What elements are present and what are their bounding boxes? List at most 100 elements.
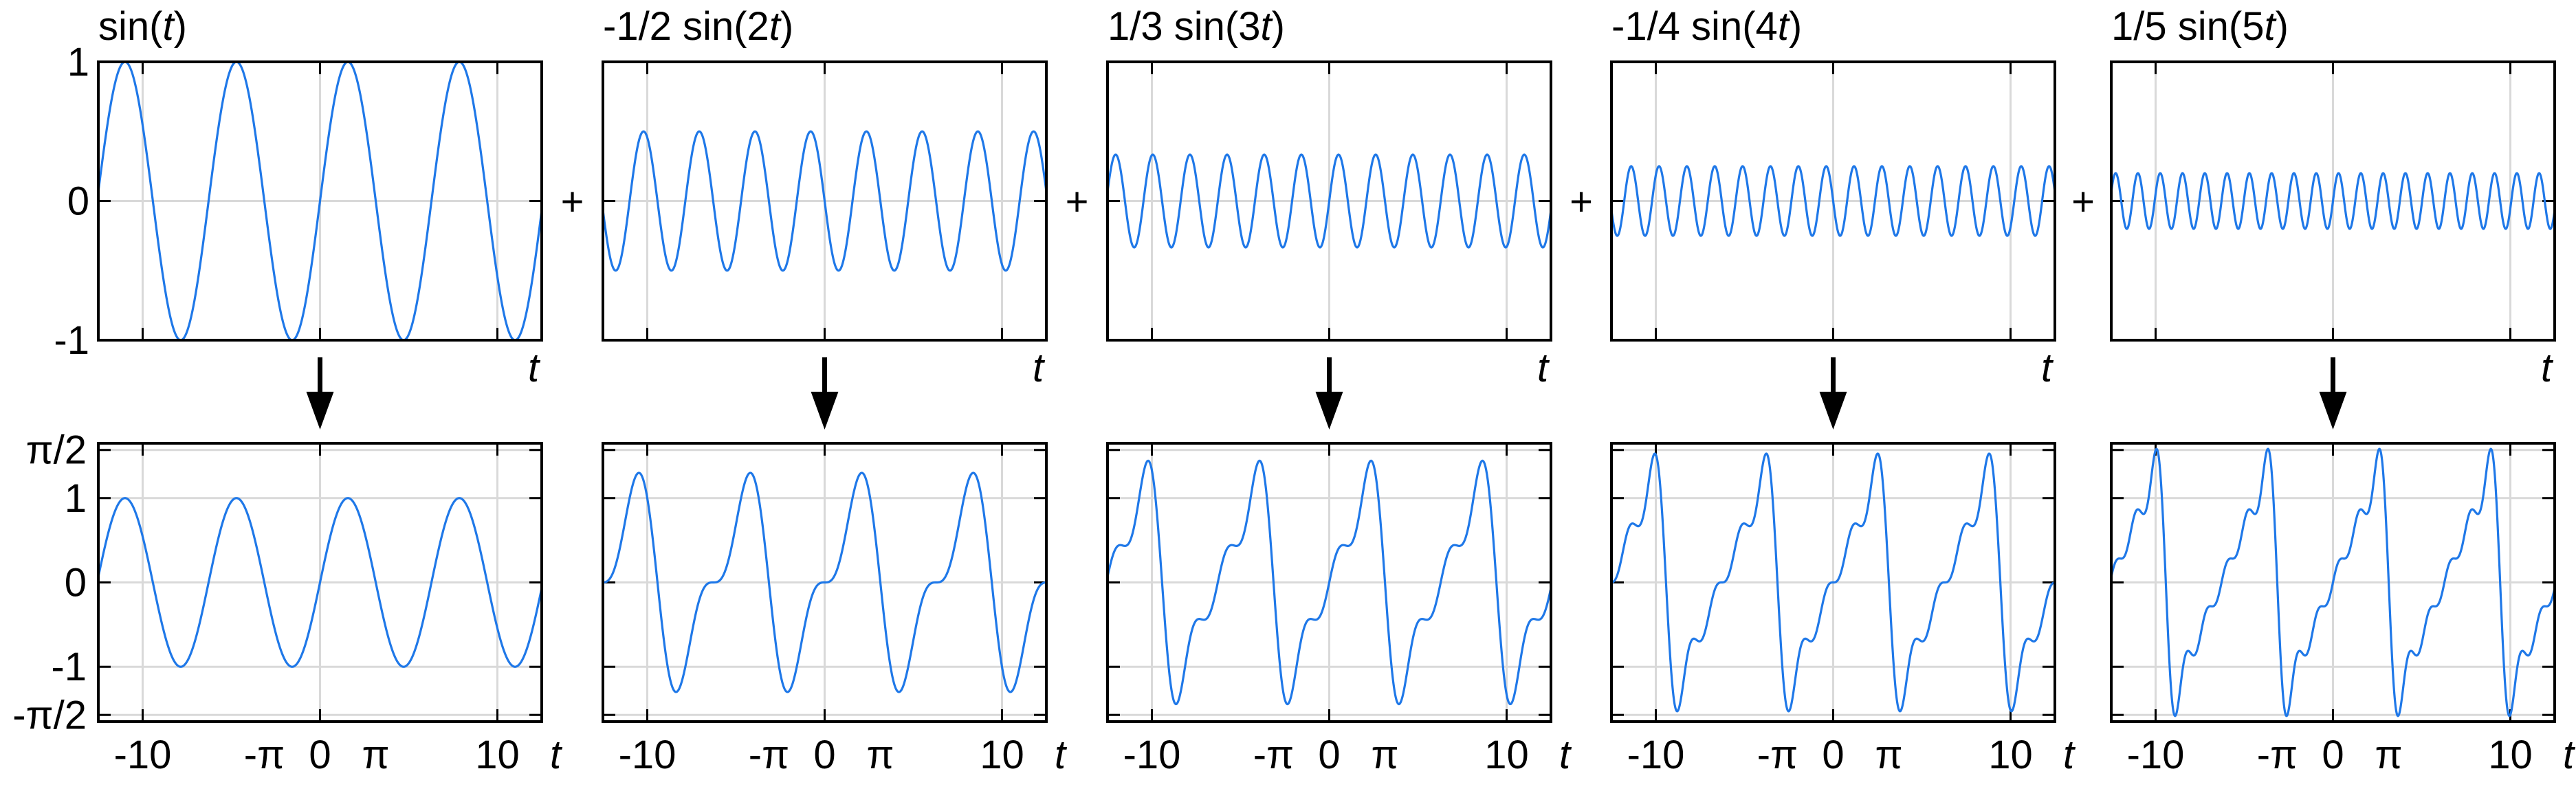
top-panel-3-border — [1106, 60, 1552, 342]
top-y-tick-label: 1 — [67, 40, 89, 85]
top-y-tick-label: 0 — [67, 179, 89, 224]
x-tick-label: -π — [1757, 733, 1798, 777]
top-y-tick-label: -1 — [54, 318, 89, 363]
arrow-head — [1819, 392, 1847, 430]
bottom-y-tick-label: -1 — [51, 645, 87, 689]
top-panel-4-xlabel: t — [2041, 346, 2054, 390]
x-tick-label: 0 — [309, 733, 331, 777]
top-panel-4-title: -1/4 sin(4t) — [1611, 4, 1802, 49]
down-arrow-icon — [2319, 357, 2347, 430]
x-tick-label: 0 — [2322, 733, 2344, 777]
top-panel-2-curve — [602, 130, 1048, 272]
down-arrow-icon — [1819, 357, 1847, 430]
bottom-panel-3-border — [1106, 442, 1552, 723]
x-tick-label: 10 — [1988, 733, 2033, 777]
down-arrow-icon — [1315, 357, 1343, 430]
top-panel-1-border — [97, 60, 543, 342]
x-tick-label: 0 — [1822, 733, 1844, 777]
title-var: t — [162, 4, 175, 49]
bottom-panel-4-xlabel: t — [2063, 733, 2076, 777]
title-var: t — [769, 4, 782, 49]
x-tick-label: -10 — [2127, 733, 2185, 777]
x-tick-label: 10 — [1484, 733, 1529, 777]
top-panel-3-xlabel: t — [1537, 346, 1550, 390]
top-panel-5-title: 1/5 sin(5t) — [2111, 4, 2289, 49]
top-panel-2-xlabel: t — [1033, 346, 1046, 390]
title-close: ) — [2276, 4, 2289, 49]
bottom-panel-1-xlabel: t — [550, 733, 563, 777]
bottom-y-tick-label: 0 — [65, 561, 87, 605]
x-tick-label: π — [867, 733, 894, 777]
x-tick-label: -10 — [619, 733, 676, 777]
bottom-panel-5-curve — [2110, 447, 2556, 717]
arrow-head — [306, 392, 334, 430]
top-panel-5-border — [2110, 60, 2556, 342]
x-tick-label: 10 — [2488, 733, 2533, 777]
title-close: ) — [780, 4, 793, 49]
bottom-panel-3-curve — [1106, 459, 1552, 706]
x-tick-label: π — [362, 733, 390, 777]
top-panel-1-xlabel: t — [528, 346, 541, 390]
plus-operator: + — [1570, 179, 1593, 224]
arrow-head — [2319, 392, 2347, 430]
bottom-panel-4-border — [1610, 442, 2056, 723]
bottom-panel-5-xlabel: t — [2563, 733, 2576, 777]
x-tick-label: -π — [1253, 733, 1294, 777]
bottom-y-tick-label: -π/2 — [12, 693, 87, 737]
arrow-head — [1315, 392, 1343, 430]
x-tick-label: 10 — [980, 733, 1024, 777]
top-panel-2-title: -1/2 sin(2t) — [603, 4, 793, 49]
bottom-panel-1-frame — [98, 443, 542, 722]
top-panel-4-border — [1610, 60, 2056, 342]
down-arrow-icon — [306, 357, 334, 430]
top-panel-2-border — [602, 60, 1048, 342]
bottom-panel-2-border — [602, 442, 1048, 723]
x-tick-label: 0 — [1318, 733, 1340, 777]
top-panel-1-curve — [97, 60, 543, 342]
x-tick-label: π — [1875, 733, 1903, 777]
bottom-panel-2-xlabel: t — [1055, 733, 1068, 777]
title-close: ) — [174, 4, 187, 49]
title-coef: 1/3 sin(3 — [1108, 4, 1260, 49]
bottom-panel-1-border — [97, 442, 543, 723]
x-tick-label: -10 — [114, 733, 172, 777]
top-panel-5-curve — [2110, 172, 2556, 230]
bottom-panel-3-xlabel: t — [1559, 733, 1572, 777]
x-tick-label: π — [2375, 733, 2403, 777]
x-tick-label: 10 — [475, 733, 520, 777]
x-tick-label: 0 — [813, 733, 835, 777]
title-coef: sin( — [98, 4, 162, 49]
title-close: ) — [1789, 4, 1802, 49]
x-tick-label: -π — [244, 733, 285, 777]
top-panel-5-xlabel: t — [2541, 346, 2554, 390]
bottom-y-tick-label: 1 — [65, 476, 87, 521]
title-close: ) — [1272, 4, 1285, 49]
down-arrow-icon — [811, 357, 839, 430]
x-tick-label: -10 — [1123, 733, 1181, 777]
title-coef: -1/2 sin(2 — [603, 4, 769, 49]
arrow-head — [811, 392, 839, 430]
title-coef: 1/5 sin(5 — [2111, 4, 2264, 49]
x-tick-label: -π — [2257, 733, 2298, 777]
x-tick-label: -10 — [1627, 733, 1685, 777]
top-panel-3-title: 1/3 sin(3t) — [1108, 4, 1285, 49]
x-tick-label: π — [1372, 733, 1399, 777]
title-var: t — [2264, 4, 2277, 49]
bottom-panel-3-frame — [1108, 443, 1551, 722]
bottom-panel-5-border — [2110, 442, 2556, 723]
plus-operator: + — [1066, 179, 1089, 224]
plus-operator: + — [561, 179, 584, 224]
plus-operator: + — [2071, 179, 2095, 224]
title-var: t — [1260, 4, 1273, 49]
bottom-panel-4-curve — [1611, 452, 2056, 713]
bottom-y-tick-label: π/2 — [26, 428, 87, 473]
title-var: t — [1778, 4, 1791, 49]
top-panel-3-curve — [1106, 153, 1552, 249]
bottom-panel-1-curve — [97, 497, 543, 668]
top-panel-4-curve — [1610, 165, 2056, 237]
top-panel-1-title: sin(t) — [98, 4, 187, 49]
bottom-panel-2-curve — [602, 471, 1047, 693]
x-tick-label: -π — [749, 733, 789, 777]
title-coef: -1/4 sin(4 — [1611, 4, 1778, 49]
